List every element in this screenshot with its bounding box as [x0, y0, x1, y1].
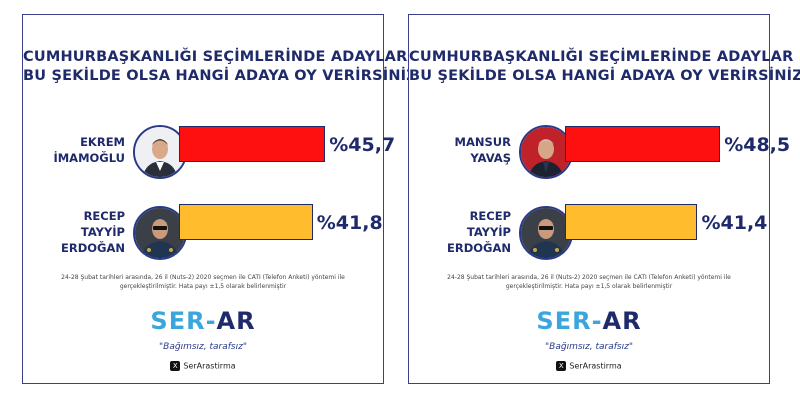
social-handle-text: SerArastirma: [183, 361, 236, 371]
candidate-name-line: YAVAŞ: [470, 151, 511, 165]
candidate-name-imamoglu: EKREM İMAMOĞLU: [53, 134, 125, 166]
data-label-imamoglu: %45,7: [329, 134, 396, 156]
poll-panel-left: CUMHURBAŞKANLIĞI SEÇİMLERİNDE ADAYLAR BU…: [22, 14, 426, 384]
x-logo-icon: X: [556, 361, 567, 371]
social-handle[interactable]: X SerArastirma: [23, 361, 383, 371]
ser-ar-logo: SER-AR: [23, 307, 383, 335]
candidate-name-line: İMAMOĞLU: [53, 151, 125, 165]
social-handle[interactable]: X SerArastirma: [409, 361, 769, 371]
chart-title: CUMHURBAŞKANLIĞI SEÇİMLERİNDE ADAYLAR: [409, 49, 794, 65]
candidate-name-yavas: MANSUR YAVAŞ: [455, 134, 511, 166]
methodology-note-line: 24-28 Şubat tarihleri arasında, 26 il (N…: [61, 274, 345, 281]
methodology-note-line: gerçekleştirilmiştir. Hata payı ±1,5 ola…: [119, 283, 287, 290]
candidate-name-line: ERDOĞAN: [447, 241, 511, 255]
candidate-name-erdogan: RECEP TAYYİP ERDOĞAN: [61, 208, 125, 256]
data-label-erdogan: %41,4: [701, 212, 768, 234]
methodology-note: 24-28 Şubat tarihleri arasında, 26 il (N…: [409, 273, 769, 291]
methodology-note-line: gerçekleştirilmiştir. Hata payı ±1,5 ola…: [505, 283, 673, 290]
candidate-name-line: EKREM: [80, 135, 125, 149]
candidate-name-line: RECEP: [469, 209, 511, 223]
data-label-erdogan: %41,8: [316, 212, 383, 234]
candidate-name-line: TAYYİP: [80, 225, 125, 239]
candidate-photo-erdogan: [519, 206, 573, 260]
x-logo-icon: X: [170, 361, 181, 371]
social-handle-text: SerArastirma: [569, 361, 622, 371]
logo-ser: SER-: [150, 307, 217, 335]
logo-ar: AR: [216, 307, 256, 335]
logo-ar: AR: [602, 307, 642, 335]
bar-erdogan: [565, 204, 698, 240]
candidate-name-erdogan: RECEP TAYYİP ERDOĞAN: [447, 208, 511, 256]
candidate-photo-erdogan: [133, 206, 187, 260]
candidate-photo-imamoglu: [133, 125, 187, 179]
slogan: "Bağımsız, tarafsız": [545, 342, 633, 352]
chart-title: CUMHURBAŞKANLIĞI SEÇİMLERİNDE ADAYLAR: [23, 49, 408, 65]
poll-panel-right: CUMHURBAŞKANLIĞI SEÇİMLERİNDE ADAYLAR BU…: [408, 14, 800, 384]
data-label-yavas: %48,5: [724, 134, 791, 156]
candidate-photo-yavas: [519, 125, 573, 179]
methodology-note-line: 24-28 Şubat tarihleri arasında, 26 il (N…: [447, 274, 731, 281]
candidate-name-line: TAYYİP: [466, 225, 511, 239]
candidate-name-line: RECEP: [83, 209, 125, 223]
candidate-name-line: MANSUR: [454, 135, 511, 149]
methodology-note: 24-28 Şubat tarihleri arasında, 26 il (N…: [23, 273, 383, 291]
chart-subtitle: BU ŞEKİLDE OLSA HANGİ ADAYA OY VERİRSİNİ…: [409, 68, 800, 84]
ser-ar-logo: SER-AR: [409, 307, 769, 335]
logo-ser: SER-: [536, 307, 603, 335]
bar-imamoglu: [179, 126, 326, 162]
slogan: "Bağımsız, tarafsız": [159, 342, 247, 352]
candidate-name-line: ERDOĞAN: [61, 241, 125, 255]
bar-erdogan: [179, 204, 313, 240]
bar-yavas: [565, 126, 721, 162]
chart-subtitle: BU ŞEKİLDE OLSA HANGİ ADAYA OY VERİRSİNİ…: [23, 68, 426, 84]
